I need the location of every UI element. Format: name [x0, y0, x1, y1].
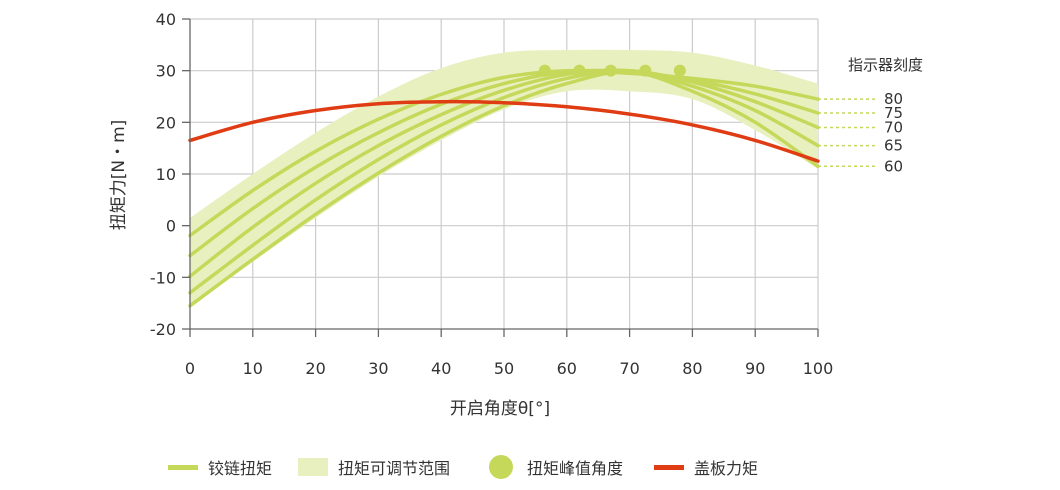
- hinge-line-60: [188, 69, 820, 308]
- legend: 铰链扭矩 扭矩可调节范围 扭矩峰值角度 盖板力矩: [168, 455, 758, 479]
- y-tick-label: -20: [150, 320, 176, 339]
- indicator-label: 70: [884, 119, 903, 137]
- indicator-label: 65: [884, 137, 903, 155]
- legend-swatch-lid-moment: [654, 465, 684, 470]
- x-tick-label: 70: [619, 359, 639, 378]
- y-tick-label: 30: [156, 62, 176, 81]
- x-tick-label: 40: [431, 359, 451, 378]
- x-tick-label: 60: [557, 359, 577, 378]
- axes: -20 -10 0 10 20 30 40 0 10 20 30 40 50 60 70 80 90 100: [150, 10, 833, 378]
- hinge-line-70: [188, 68, 820, 279]
- legend-label-lid-moment: 盖板力矩: [694, 459, 758, 478]
- peak-marker: [604, 64, 617, 77]
- legend-label-peak-angle: 扭矩峰值角度: [527, 459, 623, 478]
- x-tick-label: 0: [185, 359, 195, 378]
- y-axis-title: 扭矩力[N・m]: [109, 120, 129, 231]
- peak-marker: [538, 64, 551, 77]
- peak-marker: [639, 64, 652, 77]
- hinge-line-65: [188, 68, 820, 295]
- peak-marker: [673, 64, 686, 77]
- legend-swatch-peak-angle: [489, 455, 513, 479]
- legend-label-adjustable-range: 扭矩可调节范围: [338, 459, 450, 478]
- x-tick-label: 20: [305, 359, 325, 378]
- y-tick-label: 10: [156, 165, 176, 184]
- indicator-label: 60: [884, 157, 903, 175]
- lid-moment-curve: [188, 99, 820, 163]
- legend-label-hinge-torque: 铰链扭矩: [208, 459, 272, 478]
- legend-swatch-adjustable-range: [298, 458, 328, 476]
- x-tick-label: 80: [682, 359, 702, 378]
- y-tick-label: 0: [166, 217, 176, 236]
- x-tick-label: 100: [803, 359, 834, 378]
- adjustable-range-band: [190, 49, 818, 306]
- x-tick-label: 90: [745, 359, 765, 378]
- legend-swatch-hinge-torque: [168, 465, 198, 470]
- y-tick-label: 20: [156, 113, 176, 132]
- indicator-title: 指示器刻度: [848, 56, 923, 74]
- x-tick-label: 50: [494, 359, 514, 378]
- peak-angle-markers: [538, 64, 686, 77]
- y-tick-label: 40: [156, 10, 176, 29]
- y-tick-label: -10: [150, 268, 176, 287]
- range-band-area: [190, 49, 818, 306]
- hinge-line-75: [188, 68, 820, 258]
- x-tick-label: 10: [243, 359, 263, 378]
- lid-moment-line: [188, 99, 820, 163]
- hinge-torque-lines: [188, 68, 820, 308]
- hinge-line-80: [188, 68, 820, 238]
- indicator-label: 80: [884, 90, 903, 108]
- indicator-label: 75: [884, 104, 903, 122]
- x-tick-label: 30: [368, 359, 388, 378]
- x-axis-title: 开启角度θ[°]: [450, 399, 550, 419]
- peak-marker: [573, 64, 586, 77]
